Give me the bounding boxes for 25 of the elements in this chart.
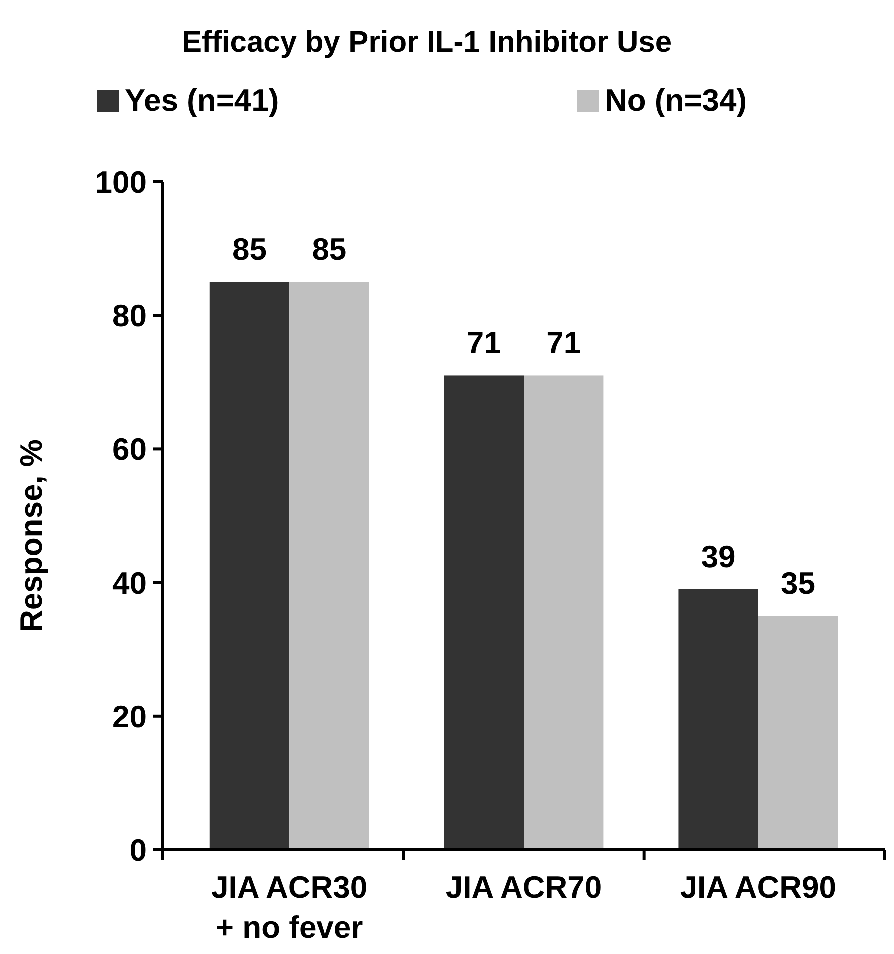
data-label: 35 [781, 566, 816, 602]
data-label: 71 [466, 326, 502, 361]
data-label: 39 [701, 539, 736, 574]
bar [678, 589, 758, 850]
bar [758, 616, 838, 850]
legend-label: Yes (n=41) [125, 83, 280, 118]
y-tick-label: 100 [95, 165, 147, 200]
legend-label: No (n=34) [605, 83, 748, 118]
x-tick-label: JIA ACR70 [446, 870, 602, 905]
chart-title: Efficacy by Prior IL-1 Inhibitor Use [182, 26, 672, 59]
bar [210, 282, 290, 850]
y-tick-label: 0 [130, 833, 147, 868]
y-tick-label: 60 [112, 432, 147, 468]
y-tick-label: 40 [112, 566, 147, 601]
bar [524, 376, 604, 850]
y-tick-label: 20 [112, 699, 147, 734]
data-label: 85 [232, 232, 267, 268]
bar [290, 282, 370, 850]
data-label: 85 [312, 232, 347, 268]
x-tick-label: JIA ACR30 + no fever [211, 870, 368, 945]
y-tick-label: 80 [112, 298, 147, 334]
y-axis-title: Response, % [14, 440, 49, 632]
bar [444, 376, 524, 850]
data-label: 71 [546, 326, 582, 361]
x-tick-label: JIA ACR90 [680, 870, 837, 905]
